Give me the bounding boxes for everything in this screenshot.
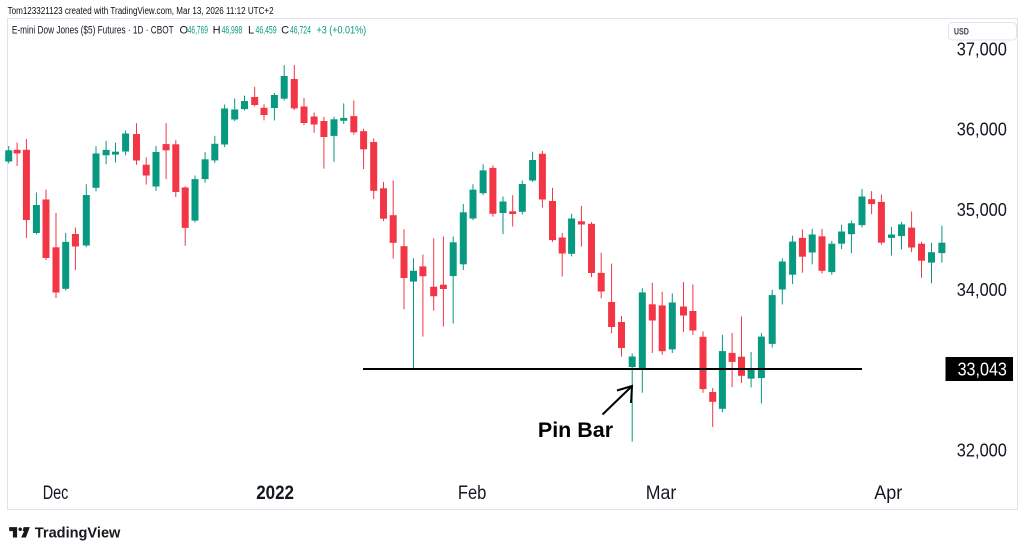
svg-text:Dec: Dec — [43, 483, 69, 504]
svg-text:46,724: 46,724 — [290, 25, 311, 37]
svg-text:H: H — [213, 25, 221, 37]
svg-text:C: C — [281, 25, 289, 37]
svg-text:E-mini Dow Jones ($5) Futures: E-mini Dow Jones ($5) Futures · 1D · CBO… — [12, 25, 174, 37]
svg-text:34,000: 34,000 — [957, 280, 1007, 300]
svg-text:TradingView: TradingView — [35, 526, 121, 542]
svg-text:Tom123321123 created with Trad: Tom123321123 created with TradingView.co… — [8, 6, 274, 17]
svg-text:46,998: 46,998 — [222, 25, 243, 37]
svg-text:33,043: 33,043 — [958, 360, 1007, 380]
svg-text:35,000: 35,000 — [957, 200, 1007, 220]
svg-text:L: L — [248, 25, 254, 37]
svg-text:32,000: 32,000 — [957, 441, 1007, 461]
svg-text:Pin Bar: Pin Bar — [538, 419, 613, 442]
svg-text:O: O — [180, 25, 189, 37]
svg-text:2022: 2022 — [256, 483, 294, 504]
svg-text:Mar: Mar — [646, 483, 677, 504]
svg-text:46,769: 46,769 — [188, 25, 208, 37]
svg-text:37,000: 37,000 — [957, 39, 1007, 59]
svg-text:Feb: Feb — [458, 483, 487, 504]
svg-text:Apr: Apr — [874, 483, 903, 504]
svg-text:+3 (+0.01%): +3 (+0.01%) — [317, 25, 367, 37]
svg-text:36,000: 36,000 — [957, 120, 1007, 140]
svg-text:46,459: 46,459 — [256, 25, 277, 37]
svg-text:USD: USD — [954, 26, 969, 37]
